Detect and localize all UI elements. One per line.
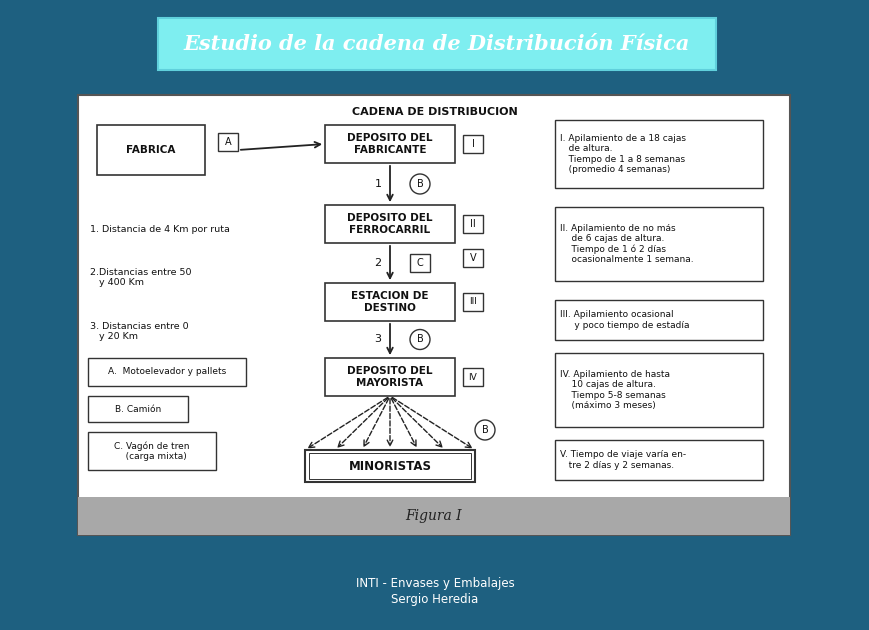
Text: Figura I: Figura I (405, 509, 461, 523)
Bar (88, 432, 216, 470)
Text: I: I (471, 139, 474, 149)
Text: III: III (468, 297, 476, 307)
Text: C. Vagón de tren
   (carga mixta): C. Vagón de tren (carga mixta) (114, 441, 189, 461)
Text: IV: IV (468, 372, 477, 382)
Text: 2: 2 (374, 258, 381, 268)
Text: Estudio de la cadena de Distribución Física: Estudio de la cadena de Distribución Fís… (183, 34, 689, 54)
Bar (88, 358, 246, 386)
Bar (462, 249, 482, 267)
Text: 1. Distancia de 4 Km por ruta: 1. Distancia de 4 Km por ruta (90, 225, 229, 234)
Bar (78, 95, 789, 535)
Text: V: V (469, 253, 475, 263)
Text: A: A (224, 137, 231, 147)
Text: DEPOSITO DEL
FERROCARRIL: DEPOSITO DEL FERROCARRIL (347, 213, 432, 235)
Text: 2.Distancias entre 50
   y 400 Km: 2.Distancias entre 50 y 400 Km (90, 268, 191, 287)
Text: B. Camión: B. Camión (115, 404, 161, 413)
Bar (462, 135, 482, 153)
Text: MINORISTAS: MINORISTAS (348, 459, 431, 472)
Bar (554, 120, 762, 188)
Text: IV. Apilamiento de hasta
    10 cajas de altura.
    Tiempo 5-8 semanas
    (máx: IV. Apilamiento de hasta 10 cajas de alt… (560, 370, 669, 410)
Text: 1: 1 (374, 179, 381, 189)
Bar (554, 300, 762, 340)
Text: FABRICA: FABRICA (126, 145, 176, 155)
Text: Sergio Heredia: Sergio Heredia (391, 593, 478, 607)
Text: ESTACION DE
DESTINO: ESTACION DE DESTINO (351, 291, 428, 313)
Text: I. Apilamiento de a 18 cajas
   de altura.
   Tiempo de 1 a 8 semanas
   (promed: I. Apilamiento de a 18 cajas de altura. … (560, 134, 686, 174)
Text: DEPOSITO DEL
MAYORISTA: DEPOSITO DEL MAYORISTA (347, 366, 432, 388)
Text: II. Apilamiento de no más
    de 6 cajas de altura.
    Tiempo de 1 ó 2 días
   : II. Apilamiento de no más de 6 cajas de … (560, 224, 693, 265)
Circle shape (409, 174, 429, 194)
Bar (409, 254, 429, 272)
Bar (554, 440, 762, 480)
Bar (462, 368, 482, 386)
Circle shape (474, 420, 494, 440)
Text: C: C (416, 258, 423, 268)
Text: II: II (469, 219, 475, 229)
Bar (325, 125, 454, 163)
Text: V. Tiempo de viaje varía en-
   tre 2 días y 2 semanas.: V. Tiempo de viaje varía en- tre 2 días … (560, 450, 686, 470)
Bar (554, 207, 762, 281)
Bar (325, 358, 454, 396)
Text: CADENA DE DISTRIBUCION: CADENA DE DISTRIBUCION (352, 107, 517, 117)
Text: A.  Motoelevador y pallets: A. Motoelevador y pallets (108, 367, 226, 377)
Bar (325, 283, 454, 321)
Bar (96, 125, 205, 175)
Text: B: B (416, 179, 423, 189)
Text: DEPOSITO DEL
FABRICANTE: DEPOSITO DEL FABRICANTE (347, 133, 432, 155)
Text: INTI - Envases y Embalajes: INTI - Envases y Embalajes (355, 578, 514, 590)
Bar (78, 497, 789, 535)
Text: III. Apilamiento ocasional
     y poco tiempo de estadía: III. Apilamiento ocasional y poco tiempo… (560, 311, 689, 329)
Text: 3. Distancias entre 0
   y 20 Km: 3. Distancias entre 0 y 20 Km (90, 322, 189, 341)
Bar (308, 453, 470, 479)
Text: B: B (416, 335, 423, 345)
Bar (462, 293, 482, 311)
Circle shape (409, 329, 429, 350)
Text: 3: 3 (374, 335, 381, 345)
Bar (554, 353, 762, 427)
Bar (218, 133, 238, 151)
Bar (325, 205, 454, 243)
Bar (88, 396, 188, 422)
Bar (305, 450, 474, 482)
Bar (462, 215, 482, 233)
Text: B: B (481, 425, 488, 435)
Bar (158, 18, 715, 70)
